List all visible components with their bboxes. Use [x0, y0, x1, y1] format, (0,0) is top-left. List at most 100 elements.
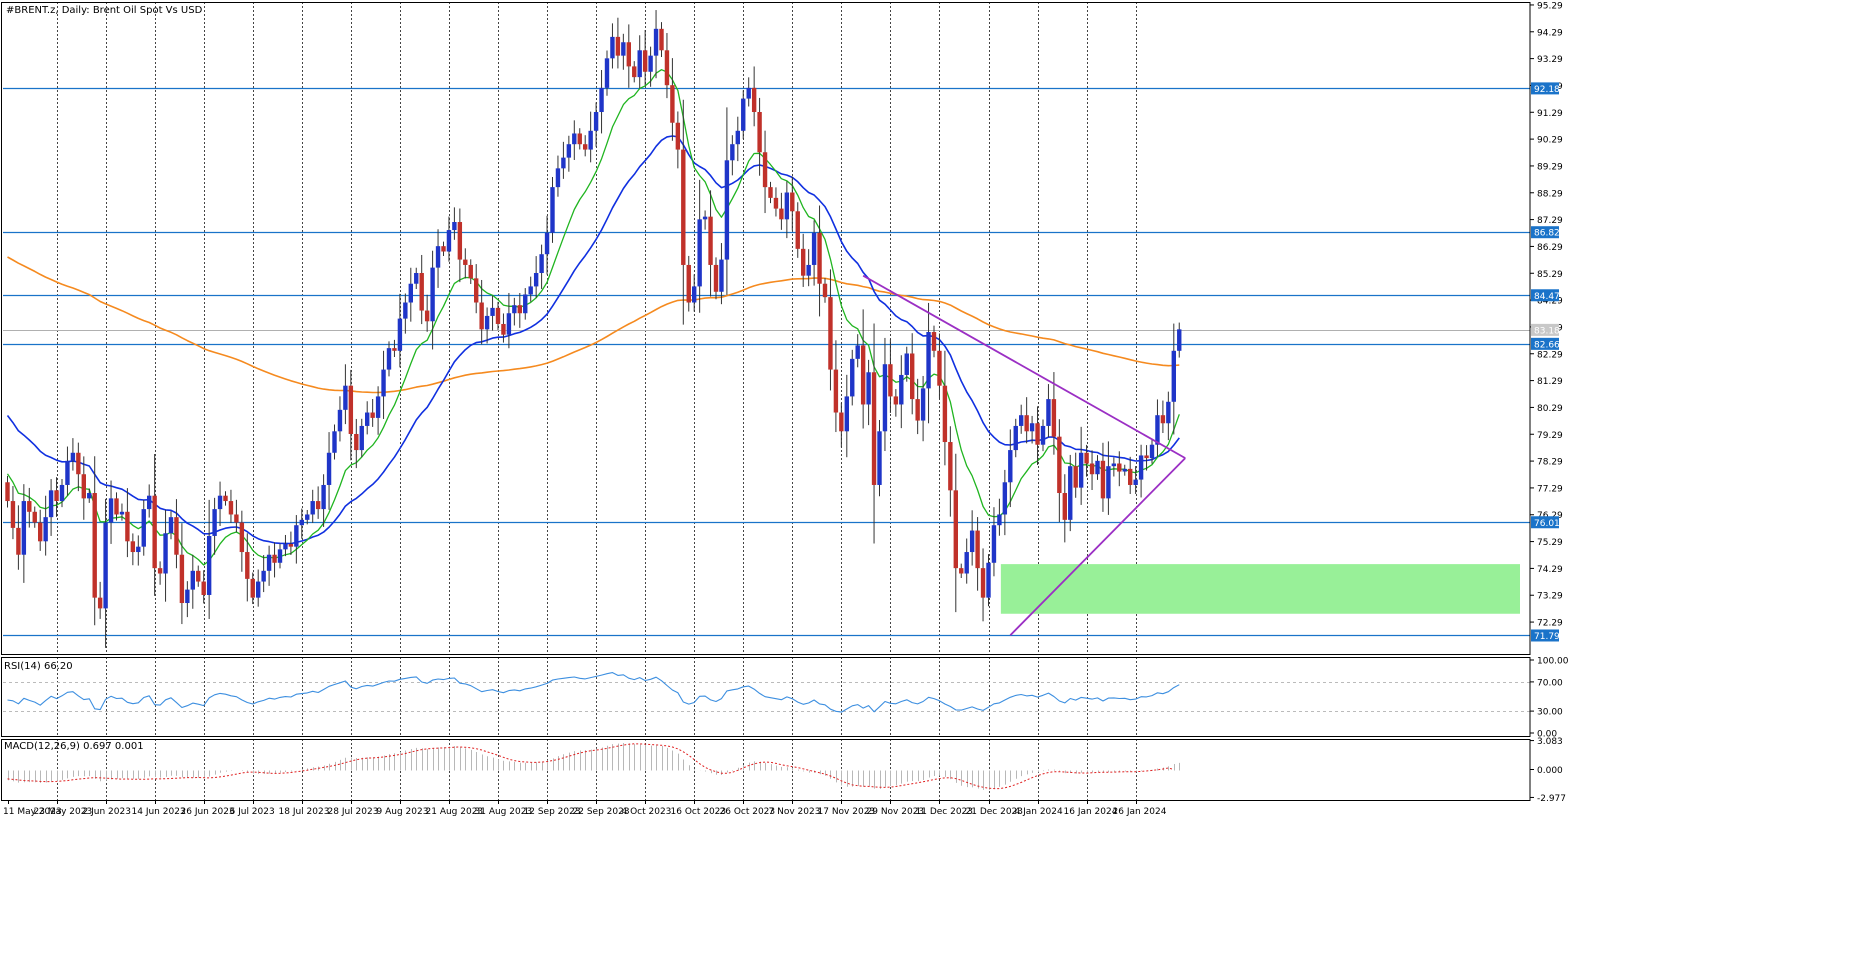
time-tick-label: 6 Jul 2023	[230, 807, 275, 817]
candle-bear	[931, 332, 937, 351]
time-tick-label: 21 Aug 2023	[426, 807, 484, 817]
candle-bear	[670, 85, 675, 123]
candle-bear	[632, 66, 637, 78]
level-price-tag	[1531, 82, 1559, 95]
time-tick-label: 26 Jun 2023	[181, 807, 235, 817]
candle-bear	[223, 495, 228, 502]
candle-bull	[403, 302, 408, 319]
candle-bear	[583, 144, 588, 150]
candle-bull	[1177, 329, 1182, 351]
time-tick-label: 17 Nov 2023	[818, 807, 876, 817]
price-tick-label: 78.29	[1537, 458, 1563, 468]
candle-bull	[283, 543, 288, 550]
candle-bull	[386, 348, 392, 370]
time-tick-label: 26 Oct 2023	[720, 807, 776, 817]
candle-bull	[326, 452, 332, 485]
candle-bull	[1078, 452, 1084, 488]
candle-bull	[59, 484, 65, 502]
candle-bull	[103, 522, 108, 609]
price-tick-label: 93.29	[1537, 55, 1563, 65]
candle-bear	[888, 364, 893, 397]
candle-bear	[474, 278, 479, 303]
candle-bull	[294, 525, 299, 547]
candle-bull	[430, 267, 435, 322]
candle-bear	[801, 248, 806, 276]
candle-bear	[479, 302, 484, 330]
candle-bear	[201, 581, 206, 595]
candle-bull	[555, 168, 561, 188]
price-candles	[5, 10, 1182, 648]
candle-bear	[1024, 415, 1029, 432]
candle-bull	[65, 460, 70, 485]
price-tick-label: 85.29	[1537, 270, 1563, 280]
candle-bear	[468, 264, 473, 279]
candle-bear	[839, 412, 844, 432]
price-axis: 95.2994.2993.2992.2991.2990.2989.2988.29…	[1530, 1, 1569, 804]
candle-bear	[1144, 455, 1149, 459]
candle-bull	[1106, 466, 1111, 499]
candle-bull	[21, 501, 27, 555]
candle-bear	[1051, 399, 1057, 437]
candle-bear	[871, 372, 877, 485]
moving-averages	[6, 69, 1180, 566]
horizontal-levels[interactable]	[3, 87, 1530, 637]
time-tick-label: 28 Jul 2023	[328, 807, 379, 817]
price-tick-label: 73.29	[1537, 592, 1563, 602]
candle-bull	[435, 246, 441, 268]
candle-bull	[648, 55, 653, 72]
candle-bull	[866, 372, 871, 405]
candle-bear	[708, 216, 713, 265]
trendlines[interactable]	[862, 274, 1186, 636]
candle-bear	[795, 211, 800, 249]
candle-bull	[539, 254, 544, 273]
candle-bull	[882, 364, 888, 432]
macd-tick-label: 3.083	[1537, 737, 1563, 747]
candle-bull	[746, 87, 751, 99]
candle-bear	[81, 474, 86, 499]
candle-bull	[572, 133, 577, 145]
level-price-tag	[1531, 289, 1559, 302]
candle-bull	[550, 187, 555, 233]
time-tick-label: 16 Jan 2024	[1064, 807, 1118, 817]
time-tick-label: 22 Sep 2023	[573, 807, 630, 817]
candle-bull	[277, 549, 283, 563]
candle-bull	[724, 160, 730, 260]
candle-bull	[305, 514, 310, 520]
candle-bull	[593, 112, 599, 131]
candle-bull	[997, 514, 1002, 526]
candle-bear	[817, 232, 822, 284]
candle-bear	[626, 42, 631, 67]
rsi-panel	[3, 672, 1530, 713]
level-price-label: 76.01	[1534, 519, 1560, 529]
candle-bear	[196, 570, 201, 582]
candle-bull	[141, 509, 146, 547]
candle-bear	[915, 399, 920, 421]
candle-bull	[261, 570, 266, 582]
candle-bear	[1128, 468, 1133, 485]
candle-bull	[719, 259, 724, 292]
candle-bear	[245, 552, 250, 579]
candle-bull	[332, 431, 337, 453]
level-price-label: 84.47	[1534, 292, 1560, 302]
candle-bear	[125, 511, 130, 542]
candle-bear	[27, 501, 32, 512]
candle-bear	[615, 36, 621, 56]
candle-bear	[1073, 466, 1078, 488]
candle-bull	[321, 484, 326, 510]
time-tick-label: 11 Dec 2023	[916, 807, 974, 817]
candle-bear	[174, 517, 179, 555]
time-tick-label: 9 Aug 2023	[377, 807, 429, 817]
level-price-label: 82.66	[1534, 340, 1560, 350]
candle-bear	[92, 493, 97, 598]
candle-bear	[664, 50, 670, 86]
time-tick-label: 12 Sep 2023	[524, 807, 581, 817]
candle-bear	[495, 307, 501, 324]
candle-bull	[702, 216, 708, 220]
candle-bear	[713, 264, 719, 292]
candle-bull	[1166, 401, 1171, 424]
candle-bear	[948, 442, 953, 491]
candle-bull	[381, 369, 386, 397]
candle-bull	[48, 490, 54, 518]
